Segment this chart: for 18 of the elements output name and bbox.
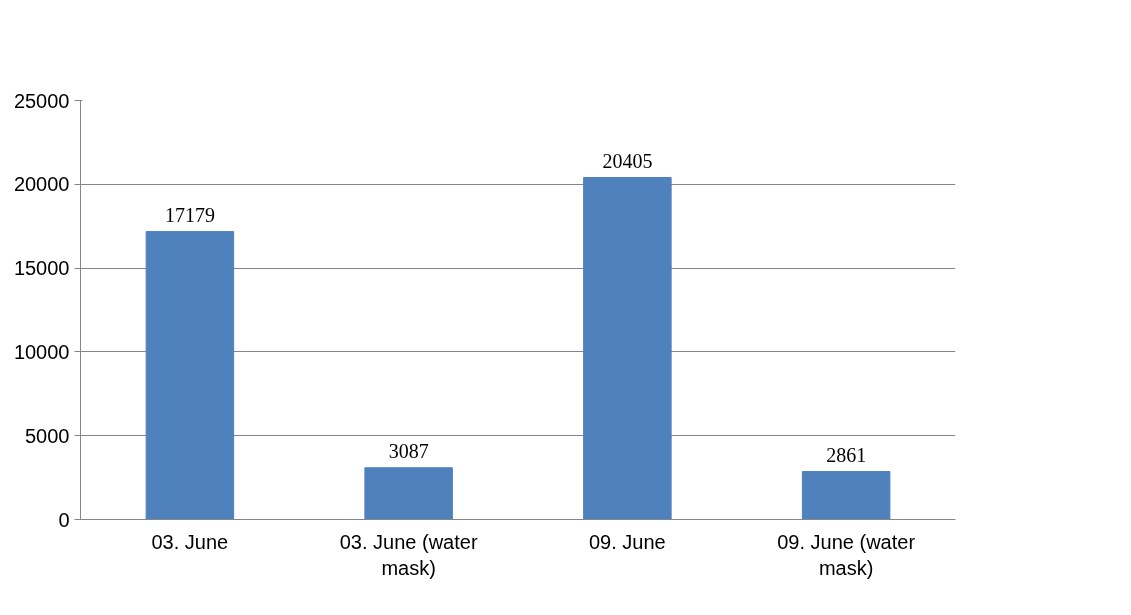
bar xyxy=(364,467,453,520)
data-label: 3087 xyxy=(388,439,429,462)
x-tick-label: 03. June (water mask) xyxy=(339,530,478,579)
y-tick-label: 15000 xyxy=(13,257,70,280)
y-tick-label: 0 xyxy=(58,508,70,531)
bar xyxy=(583,177,672,520)
y-tick-label: 5000 xyxy=(25,424,70,447)
bar xyxy=(801,471,891,520)
y-tick-label: 25000 xyxy=(13,89,70,112)
data-label: 17179 xyxy=(164,203,215,226)
y-tick-label: 10000 xyxy=(13,340,70,363)
x-tick-label: 09. June xyxy=(589,530,666,553)
data-label: 2861 xyxy=(826,443,867,466)
y-tick-label: 20000 xyxy=(13,173,70,196)
x-tick-label: 03. June xyxy=(151,530,229,553)
x-tick-label: 09. June (water mask) xyxy=(777,530,916,579)
bar xyxy=(145,231,235,520)
data-label: 20405 xyxy=(602,149,653,172)
